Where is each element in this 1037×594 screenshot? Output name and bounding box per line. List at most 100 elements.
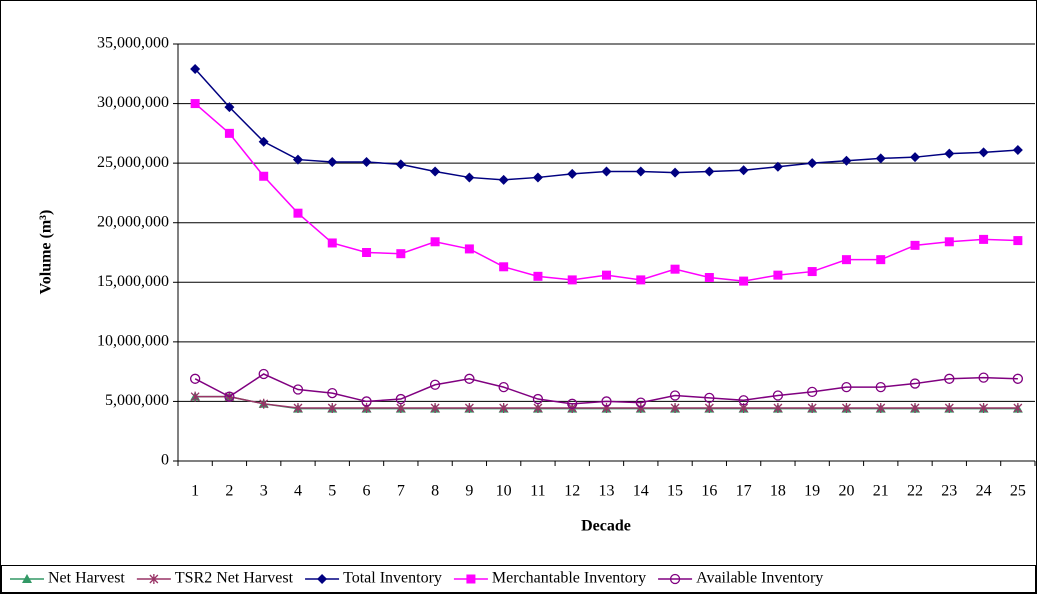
- data-point: [807, 386, 818, 398]
- data-point: [293, 208, 303, 218]
- y-tick-label: 25,000,000: [97, 154, 169, 171]
- series-line: [194, 373, 1018, 405]
- data-point: [430, 166, 441, 177]
- data-point: [1012, 145, 1023, 156]
- data-point: [944, 237, 954, 247]
- data-point: [669, 390, 681, 401]
- data-point: [979, 402, 989, 413]
- data-point: [396, 402, 406, 413]
- x-tick-label: 9: [465, 483, 473, 500]
- data-point: [773, 270, 783, 280]
- x-tick-label: 10: [496, 483, 512, 500]
- x-tick-label: 24: [976, 483, 992, 500]
- data-point: [978, 147, 989, 158]
- data-point: [807, 158, 818, 169]
- y-tick-label: 30,000,000: [97, 94, 169, 111]
- x-tick-label: 7: [397, 483, 405, 500]
- legend-label: Total Inventory: [343, 570, 442, 587]
- data-point: [910, 152, 921, 163]
- data-point: [807, 402, 817, 413]
- data-point: [327, 387, 338, 399]
- data-point: [979, 234, 989, 244]
- data-point: [327, 402, 337, 413]
- data-point: [429, 379, 441, 390]
- data-point: [362, 248, 372, 257]
- data-point: [1013, 236, 1023, 246]
- x-tick-label: 5: [328, 483, 336, 500]
- y-tick-label: 35,000,000: [97, 35, 169, 52]
- data-point: [395, 393, 406, 405]
- data-point: [464, 244, 474, 254]
- data-point: [258, 368, 269, 380]
- data-point: [978, 372, 989, 383]
- x-tick-label: 17: [736, 483, 752, 500]
- x-tick-label: 25: [1010, 483, 1026, 500]
- data-point: [1012, 373, 1024, 384]
- x-tick-label: 21: [873, 483, 889, 500]
- x-tick-label: 19: [804, 483, 820, 500]
- data-point: [910, 402, 920, 413]
- x-tick-label: 3: [260, 483, 268, 500]
- data-point: [224, 102, 235, 113]
- data-point: [292, 154, 303, 165]
- data-point: [876, 402, 886, 413]
- legend-marker: [317, 574, 328, 584]
- legend-marker: [466, 574, 476, 584]
- data-point: [499, 262, 509, 272]
- legend-marker: [22, 574, 32, 583]
- data-point: [704, 166, 715, 177]
- data-point: [533, 402, 543, 413]
- legend-marker: [149, 574, 159, 584]
- data-point: [190, 64, 201, 75]
- data-point: [1013, 402, 1023, 413]
- data-point: [258, 136, 269, 147]
- x-tick-label: 23: [941, 483, 957, 500]
- data-point: [635, 397, 646, 408]
- data-point: [464, 402, 474, 413]
- legend-label: Net Harvest: [48, 570, 125, 587]
- data-point: [636, 275, 646, 285]
- data-point: [875, 381, 886, 393]
- data-point: [670, 264, 680, 274]
- data-point: [464, 373, 475, 384]
- x-tick-label: 1: [191, 483, 199, 500]
- data-point: [327, 238, 337, 248]
- data-point: [430, 237, 440, 247]
- data-point: [875, 153, 886, 164]
- data-point: [704, 402, 714, 413]
- data-point: [670, 402, 680, 413]
- x-tick-label: 11: [530, 483, 545, 500]
- data-point: [944, 402, 954, 413]
- data-point: [464, 172, 475, 183]
- data-point: [327, 156, 338, 167]
- y-axis-title: Volume (m³): [38, 210, 55, 295]
- legend-label: TSR2 Net Harvest: [175, 570, 294, 587]
- legend-label: Merchantable Inventory: [492, 570, 646, 587]
- data-point: [738, 395, 749, 406]
- y-tick-label: 5,000,000: [105, 392, 169, 409]
- data-point: [704, 392, 715, 404]
- data-point: [533, 271, 543, 281]
- data-point: [224, 391, 235, 402]
- x-tick-label: 8: [431, 483, 439, 500]
- data-point: [396, 249, 406, 259]
- x-tick-label: 4: [294, 483, 302, 500]
- data-point: [293, 402, 303, 413]
- x-tick-label: 16: [701, 483, 717, 500]
- data-point: [944, 373, 955, 384]
- data-point: [909, 378, 921, 389]
- data-point: [498, 381, 509, 393]
- data-point: [361, 156, 372, 167]
- data-point: [189, 373, 201, 384]
- data-point: [567, 398, 578, 409]
- data-point: [224, 128, 234, 138]
- data-point: [773, 402, 783, 413]
- data-point: [738, 165, 749, 176]
- data-point: [567, 275, 577, 285]
- data-point: [841, 381, 852, 393]
- data-point: [395, 159, 406, 170]
- data-point: [841, 255, 851, 265]
- x-tick-label: 20: [838, 483, 854, 500]
